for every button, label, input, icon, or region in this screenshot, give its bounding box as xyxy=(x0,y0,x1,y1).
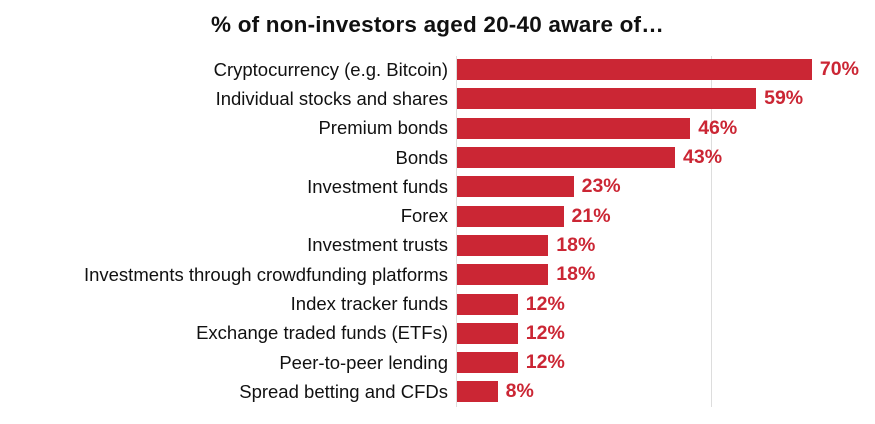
bar-track: 21% xyxy=(457,201,875,230)
category-label: Index tracker funds xyxy=(290,293,448,315)
bar xyxy=(457,205,564,227)
category-label: Individual stocks and shares xyxy=(215,87,448,109)
bar xyxy=(457,147,675,169)
value-label: 12% xyxy=(525,292,565,315)
category-label: Premium bonds xyxy=(318,117,448,139)
bar-track: 59% xyxy=(457,84,875,113)
category-label: Peer-to-peer lending xyxy=(279,351,448,373)
chart-row: Individual stocks and shares 59% xyxy=(0,84,875,113)
bar xyxy=(457,264,549,286)
bar-track: 23% xyxy=(457,172,875,201)
bar-track: 18% xyxy=(457,231,875,260)
chart-row: Investment trusts 18% xyxy=(0,231,875,260)
bar-track: 12% xyxy=(457,348,875,377)
category-label: Forex xyxy=(400,205,448,227)
value-label: 18% xyxy=(556,233,596,256)
bar xyxy=(457,88,757,110)
value-label: 18% xyxy=(556,263,596,286)
bar-track: 43% xyxy=(457,143,875,172)
category-label: Bonds xyxy=(395,146,448,168)
value-label: 23% xyxy=(581,175,621,198)
bar xyxy=(457,322,518,344)
bar-track: 12% xyxy=(457,289,875,318)
value-label: 12% xyxy=(525,321,565,344)
category-label: Investment trusts xyxy=(307,234,448,256)
value-label: 43% xyxy=(683,146,723,169)
value-label: 8% xyxy=(505,380,534,403)
gridline-50pct xyxy=(711,56,712,407)
bar-track: 12% xyxy=(457,319,875,348)
value-label: 70% xyxy=(819,58,859,81)
category-label: Cryptocurrency (e.g. Bitcoin) xyxy=(213,58,448,80)
bar xyxy=(457,117,691,139)
chart-title: % of non-investors aged 20-40 aware of… xyxy=(211,12,664,37)
category-label: Exchange traded funds (ETFs) xyxy=(196,322,448,344)
category-label: Investments through crowdfunding platfor… xyxy=(83,263,448,285)
category-label: Spread betting and CFDs xyxy=(239,380,448,402)
bar xyxy=(457,59,812,81)
bar xyxy=(457,352,518,374)
value-label: 21% xyxy=(571,204,611,227)
chart-area: Cryptocurrency (e.g. Bitcoin) 70% Individu… xyxy=(0,55,875,411)
value-label: 12% xyxy=(525,351,565,374)
bar xyxy=(457,381,498,403)
bar xyxy=(457,176,574,198)
category-label: Investment funds xyxy=(307,175,448,197)
chart-rows: Cryptocurrency (e.g. Bitcoin) 70% Individu… xyxy=(0,55,875,407)
chart-row: Exchange traded funds (ETFs) 12% xyxy=(0,319,875,348)
chart-row: Investments through crowdfunding platfor… xyxy=(0,260,875,289)
value-label: 59% xyxy=(764,87,804,110)
chart-row: Forex 21% xyxy=(0,201,875,230)
chart-row: Cryptocurrency (e.g. Bitcoin) 70% xyxy=(0,55,875,84)
bar-track: 70% xyxy=(457,55,875,84)
bar xyxy=(457,293,518,315)
chart-row: Investment funds 23% xyxy=(0,172,875,201)
bar-track: 8% xyxy=(457,377,875,406)
chart-row: Index tracker funds 12% xyxy=(0,289,875,318)
bar-track: 46% xyxy=(457,114,875,143)
chart-row: Premium bonds 46% xyxy=(0,114,875,143)
bar xyxy=(457,234,549,256)
chart-row: Peer-to-peer lending 12% xyxy=(0,348,875,377)
value-label: 46% xyxy=(698,116,738,139)
chart-row: Spread betting and CFDs 8% xyxy=(0,377,875,406)
y-axis-line xyxy=(456,56,457,407)
chart-row: Bonds 43% xyxy=(0,143,875,172)
bar-track: 18% xyxy=(457,260,875,289)
